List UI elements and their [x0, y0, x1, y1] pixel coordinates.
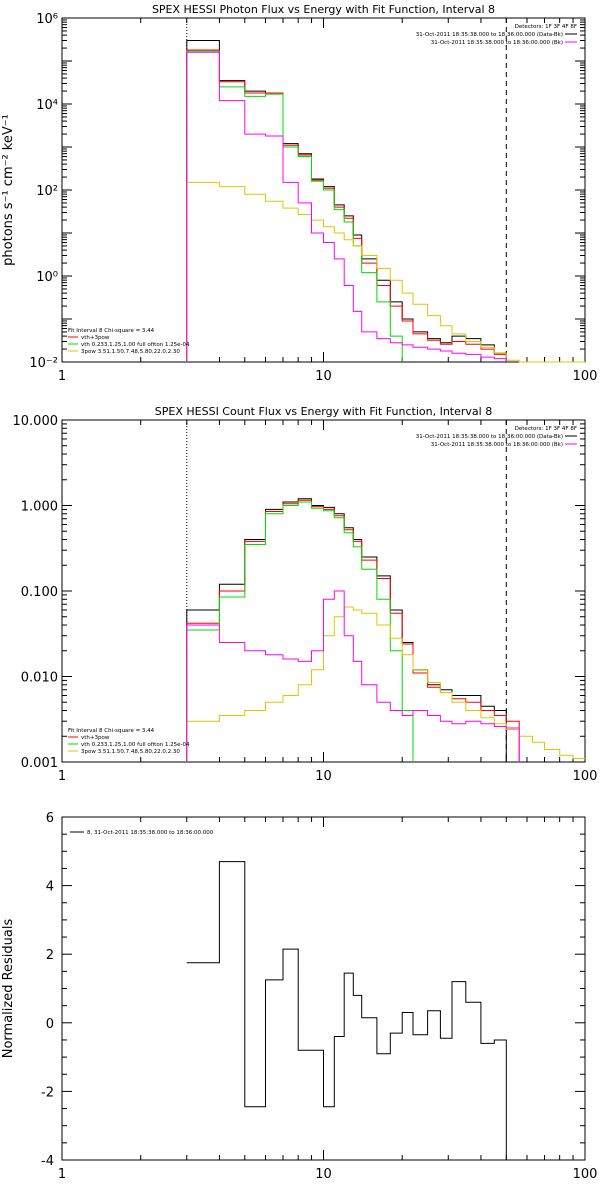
y-tick-label: 0.001: [21, 756, 58, 771]
y-tick-label: 2: [46, 948, 54, 963]
y-tick-label: 0.010: [21, 671, 58, 686]
y-tick-label: 10²: [36, 184, 58, 199]
legend-entry: 3pow 3.51,1.50,7.48,5.80,22.0,2.30: [81, 349, 180, 355]
x-tick-label: 1: [58, 769, 66, 784]
x-tick-label: 10: [315, 1167, 332, 1182]
x-tick-label: 10: [315, 369, 332, 384]
x-tick-label: 100: [573, 369, 598, 384]
legend-entry: 3pow 3.51,1.50,7.48,5.80,22.0,2.30: [81, 749, 180, 755]
legend-residuals-interval: 8, 31-Oct-2011 18:35:38.000 to 18:36:00.…: [87, 830, 214, 836]
legend-bk: 31-Oct-2011 18:35:38.000 to 18:36:00.000…: [431, 442, 563, 448]
chart-panel-1: SPEX HESSI Photon Flux vs Energy with Fi…: [1, 3, 597, 384]
legend-entry: vth+3pow: [81, 335, 110, 341]
y-tick-label: 1.000: [21, 500, 58, 515]
legend-data-bk: 31-Oct-2011 18:35:38.000 to 18:36:00.000…: [416, 32, 563, 38]
x-tick-label: 1: [58, 369, 66, 384]
x-tick-label: 100: [573, 769, 598, 784]
series-vth-3pow: [186, 49, 507, 362]
legend-bottom-left: Fit Interval 8 Chi-square = 3.44vth+3pow…: [68, 328, 190, 355]
legend-bk: 31-Oct-2011 18:35:38.000 to 18:36:00.000…: [431, 40, 563, 46]
y-tick-label: 10.000: [13, 414, 59, 429]
x-tick-label: 100: [573, 1167, 598, 1182]
series-data: [186, 498, 507, 762]
x-tick-label: 1: [58, 1167, 66, 1182]
y-tick-label: 10⁴: [36, 98, 58, 113]
legend-entry: vth 0.233,1.25,1.00 full ofiton 1.25e-04: [81, 342, 190, 348]
y-tick-label: 0: [46, 1017, 54, 1032]
legend-top-right: Detectors: 1F 3F 4F 8F 31-Oct-2011 18:35:…: [416, 426, 577, 448]
legend-entry: vth+3pow: [81, 735, 110, 741]
y-tick-label: -4: [41, 1154, 54, 1169]
y-tick-label: 4: [46, 880, 54, 895]
legend-top-right: Detectors: 1F 3F 4F 8F 31-Oct-2011 18:35:…: [416, 24, 577, 46]
legend-detectors: Detectors: 1F 3F 4F 8F: [515, 426, 577, 432]
series-residuals: [186, 861, 507, 1160]
legend-fit-interval: Fit Interval 8 Chi-square = 3.44: [68, 728, 155, 734]
y-tick-label: -2: [41, 1085, 54, 1100]
y-tick-label: 10⁻²: [29, 356, 58, 371]
y-axis-label: Normalized Residuals: [1, 919, 16, 1059]
chart-panel-2: SPEX HESSI Count Flux vs Energy with Fit…: [13, 405, 598, 784]
legend-fit-interval: Fit Interval 8 Chi-square = 3.44: [68, 328, 155, 334]
y-tick-label: 6: [46, 811, 54, 826]
x-tick-label: 10: [315, 769, 332, 784]
series-vth: [186, 501, 414, 762]
series-data: [186, 40, 507, 362]
chart-title: SPEX HESSI Photon Flux vs Energy with Fi…: [152, 3, 495, 16]
series-3pow: [186, 606, 585, 762]
legend-entry: vth 0.233,1.25,1.00 full ofiton 1.25e-04: [81, 742, 190, 748]
legend-detectors: Detectors: 1F 3F 4F 8F: [515, 24, 577, 30]
series-vth: [186, 50, 403, 362]
series-vth-3pow: [186, 499, 520, 762]
chart-title: SPEX HESSI Count Flux vs Energy with Fit…: [155, 405, 492, 418]
series-bk: [186, 51, 507, 362]
legend-top-left: 8, 31-Oct-2011 18:35:38.000 to 18:36:00.…: [70, 830, 214, 836]
series-bk: [186, 590, 520, 762]
y-axis-label: photons s⁻¹ cm⁻² keV⁻¹: [1, 114, 16, 266]
legend-bottom-left: Fit Interval 8 Chi-square = 3.44vth+3pow…: [68, 728, 190, 755]
y-tick-label: 10⁶: [36, 12, 58, 27]
series-3pow: [186, 181, 585, 363]
y-tick-label: 0.100: [21, 585, 58, 600]
chart-panel-3: 1 10 100 -4 -2 0 2 4 6 Normalized Residuals 8, 31-…: [1, 811, 597, 1182]
legend-data-bk: 31-Oct-2011 18:35:38.000 to 18:36:00.000…: [416, 434, 563, 440]
y-tick-label: 10⁰: [36, 270, 58, 285]
